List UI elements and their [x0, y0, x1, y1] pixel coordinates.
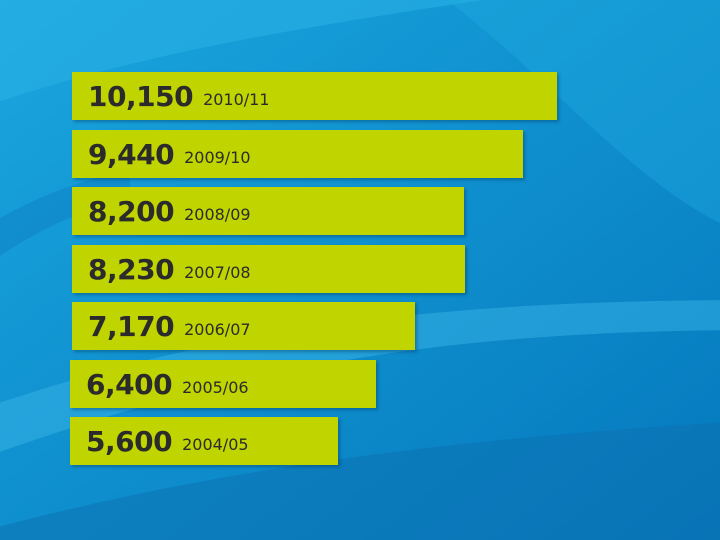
bar-category-label: 2009/10 [184, 147, 251, 167]
bar-category-label: 2005/06 [182, 377, 249, 397]
bar-value-label: 10,150 [88, 79, 194, 113]
bar-value-label: 8,200 [88, 194, 175, 228]
bar-value-label: 7,170 [88, 309, 175, 343]
bar-category-label: 2006/07 [184, 319, 251, 339]
bar-value-label: 8,230 [88, 252, 175, 286]
bar-value-label: 5,600 [86, 424, 173, 458]
bar-category-label: 2007/08 [184, 262, 251, 282]
bar-value-label: 6,400 [86, 367, 173, 401]
bar: 7,170 2006/07 [72, 302, 415, 350]
bar-category-label: 2004/05 [182, 434, 249, 454]
bar: 8,200 2008/09 [72, 187, 464, 235]
bar: 9,440 2009/10 [72, 130, 523, 178]
bar-category-label: 2010/11 [203, 89, 270, 109]
bar: 5,600 2004/05 [70, 417, 338, 465]
bar: 6,400 2005/06 [70, 360, 376, 408]
bar-category-label: 2008/09 [184, 204, 251, 224]
bar-value-label: 9,440 [88, 137, 175, 171]
bar: 8,230 2007/08 [72, 245, 465, 293]
bar: 10,150 2010/11 [72, 72, 557, 120]
